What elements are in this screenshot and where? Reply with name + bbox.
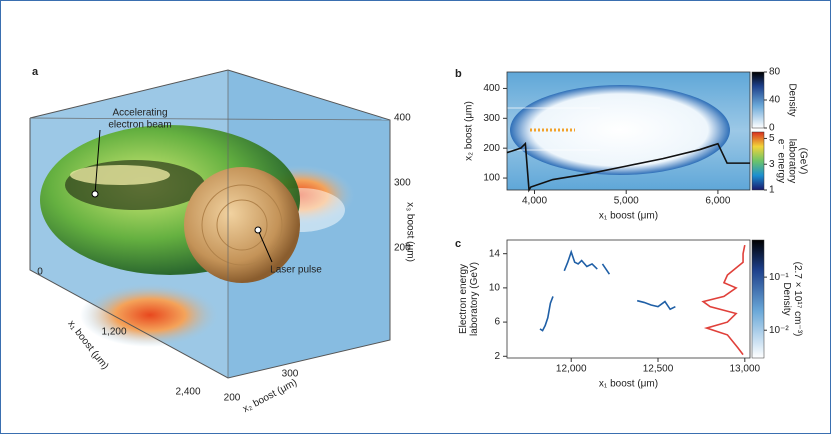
colorbar-tick-label: 1: [769, 185, 775, 196]
tick-label: 2,400: [175, 387, 200, 398]
panel-label: a: [32, 66, 39, 78]
colorbar-tick-label: 5: [769, 133, 775, 144]
colorbar-label: Density: [781, 282, 792, 315]
x-axis-label: x₁ boost (μm): [599, 379, 658, 390]
tick-label: 200: [394, 243, 411, 254]
y-tick-label: 200: [483, 143, 500, 154]
colorbar-label: Density: [786, 83, 797, 116]
colorbar: [752, 132, 764, 190]
colorbar-label: e⁻ energy: [775, 139, 786, 183]
annotation: Laser pulse: [270, 265, 322, 276]
colorbar-tick-label: 80: [769, 67, 781, 78]
y-tick-label: 2: [494, 351, 500, 362]
tick-label: 0: [37, 267, 43, 278]
colorbar-tick-label: 40: [769, 95, 781, 106]
y-tick-label: 100: [483, 173, 500, 184]
x-tick-label: 13,000: [729, 364, 760, 375]
annotation: Accelerating: [112, 108, 167, 119]
y-axis-label: Electron energy: [458, 264, 469, 334]
y-tick-label: 400: [483, 83, 500, 94]
panel-label: b: [455, 68, 462, 80]
y-tick-label: 6: [494, 317, 500, 328]
colorbar-tick-label: 10⁻¹: [769, 272, 789, 283]
x-tick-label: 12,500: [643, 364, 674, 375]
panel-label: c: [455, 238, 461, 250]
colorbar-label: laboratory: [786, 139, 797, 183]
tick-label: 300: [394, 178, 411, 189]
colorbar-tick-label: 0: [769, 123, 775, 134]
density-field: [507, 72, 750, 190]
colorbar: [752, 240, 764, 358]
annotation: electron beam: [108, 120, 171, 131]
tick-label: 300: [282, 369, 299, 380]
figure: a Accelerating electron beam Laser pulse…: [0, 0, 831, 434]
x-tick-label: 12,000: [556, 364, 587, 375]
colorbar-tick-label: 10⁻²: [769, 325, 789, 336]
colorbar: [752, 72, 764, 128]
colorbar-tick-label: 3: [769, 159, 775, 170]
y-tick-label: 14: [489, 248, 501, 259]
colorbar-label: (2.7 × 10¹⁷ cm⁻³): [792, 262, 803, 337]
y-tick-label: 300: [483, 113, 500, 124]
tick-label: 200: [224, 393, 241, 404]
x-tick-label: 5,000: [614, 196, 639, 207]
x-tick-label: 4,000: [522, 196, 547, 207]
tick-label: 1,200: [101, 327, 126, 338]
y-tick-label: 10: [489, 283, 501, 294]
x-axis-label: x₁ boost (μm): [599, 211, 658, 222]
tick-label: 400: [394, 113, 411, 124]
x-tick-label: 6,000: [705, 196, 730, 207]
y-axis-label: x₂ boost (μm): [464, 101, 475, 161]
y-axis-label: laboratory (GeV): [469, 262, 480, 336]
colorbar-label: (GeV): [797, 148, 808, 175]
